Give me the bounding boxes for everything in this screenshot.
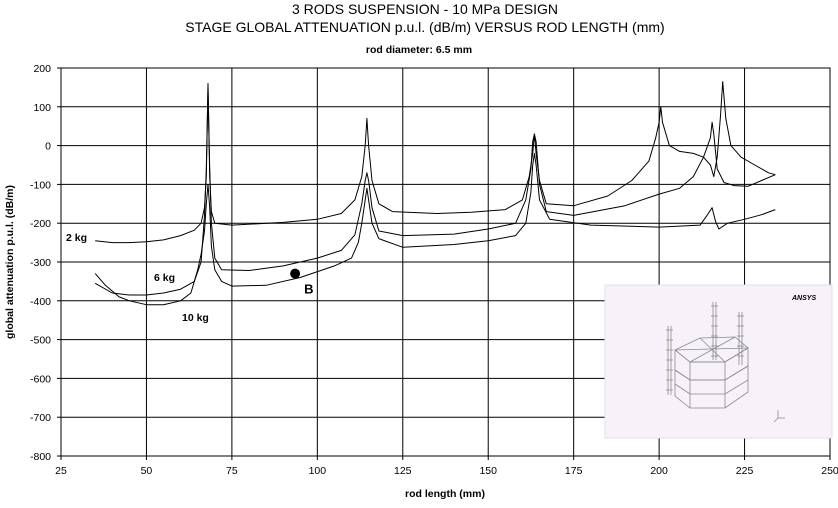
x-tick-label: 100: [309, 465, 327, 477]
series-line-2: [94, 152, 776, 306]
x-tick-label: 250: [821, 465, 838, 477]
x-tick-label: 150: [479, 465, 497, 477]
series-label-10kg: 10 kg: [182, 312, 209, 324]
annotation-b-label: B: [304, 282, 313, 297]
ansys-inset: ANSYS: [604, 284, 833, 439]
x-tick-label: 225: [736, 465, 754, 477]
y-axis-ticks: 200 100 0 -100 -200 -300 -400 -500 -600 -700 -800: [30, 63, 61, 463]
y-tick-label: -700: [30, 412, 51, 424]
y-tick-label: -200: [30, 218, 51, 230]
rod-model-drawing: [666, 302, 785, 423]
y-tick-label: -600: [30, 373, 51, 385]
chart-title: 3 RODS SUSPENSION - 10 MPa DESIGN: [292, 1, 558, 17]
series-group: [94, 81, 776, 306]
x-tick-label: 25: [55, 465, 67, 477]
inset-background: [604, 284, 833, 439]
y-axis-label: global attenuation p.u.l. (dB/m): [4, 185, 16, 339]
y-tick-label: -300: [30, 257, 51, 269]
series-label-6kg: 6 kg: [154, 272, 175, 284]
y-tick-label: 200: [33, 63, 51, 75]
y-tick-label: -800: [30, 451, 51, 463]
series-line-1: [94, 86, 776, 296]
x-tick-label: 125: [394, 465, 412, 477]
x-tick-label: 200: [650, 465, 668, 477]
chart-note: rod diameter: 6.5 mm: [366, 44, 472, 56]
series-label-2kg: 2 kg: [66, 232, 87, 244]
y-tick-label: -500: [30, 335, 51, 347]
y-tick-label: -100: [30, 179, 51, 191]
plot-area: 25 50 75 100 125 150 175 200 225 250 200 100 0 -100 -…: [30, 63, 838, 477]
ansys-logo: ANSYS: [791, 295, 816, 302]
y-tick-label: -400: [30, 296, 51, 308]
x-tick-label: 50: [141, 465, 153, 477]
x-axis-label: rod length (mm): [405, 488, 485, 500]
annotation-b: B: [290, 268, 314, 297]
x-tick-label: 175: [565, 465, 583, 477]
chart-subtitle: STAGE GLOBAL ATTENUATION p.u.l. (dB/m) V…: [185, 19, 664, 35]
annotation-b-marker: [290, 268, 301, 279]
x-axis-ticks: 25 50 75 100 125 150 175 200 225 250: [55, 456, 838, 477]
x-tick-label: 75: [226, 465, 238, 477]
y-tick-label: 0: [45, 141, 51, 153]
y-tick-label: 100: [33, 102, 51, 114]
